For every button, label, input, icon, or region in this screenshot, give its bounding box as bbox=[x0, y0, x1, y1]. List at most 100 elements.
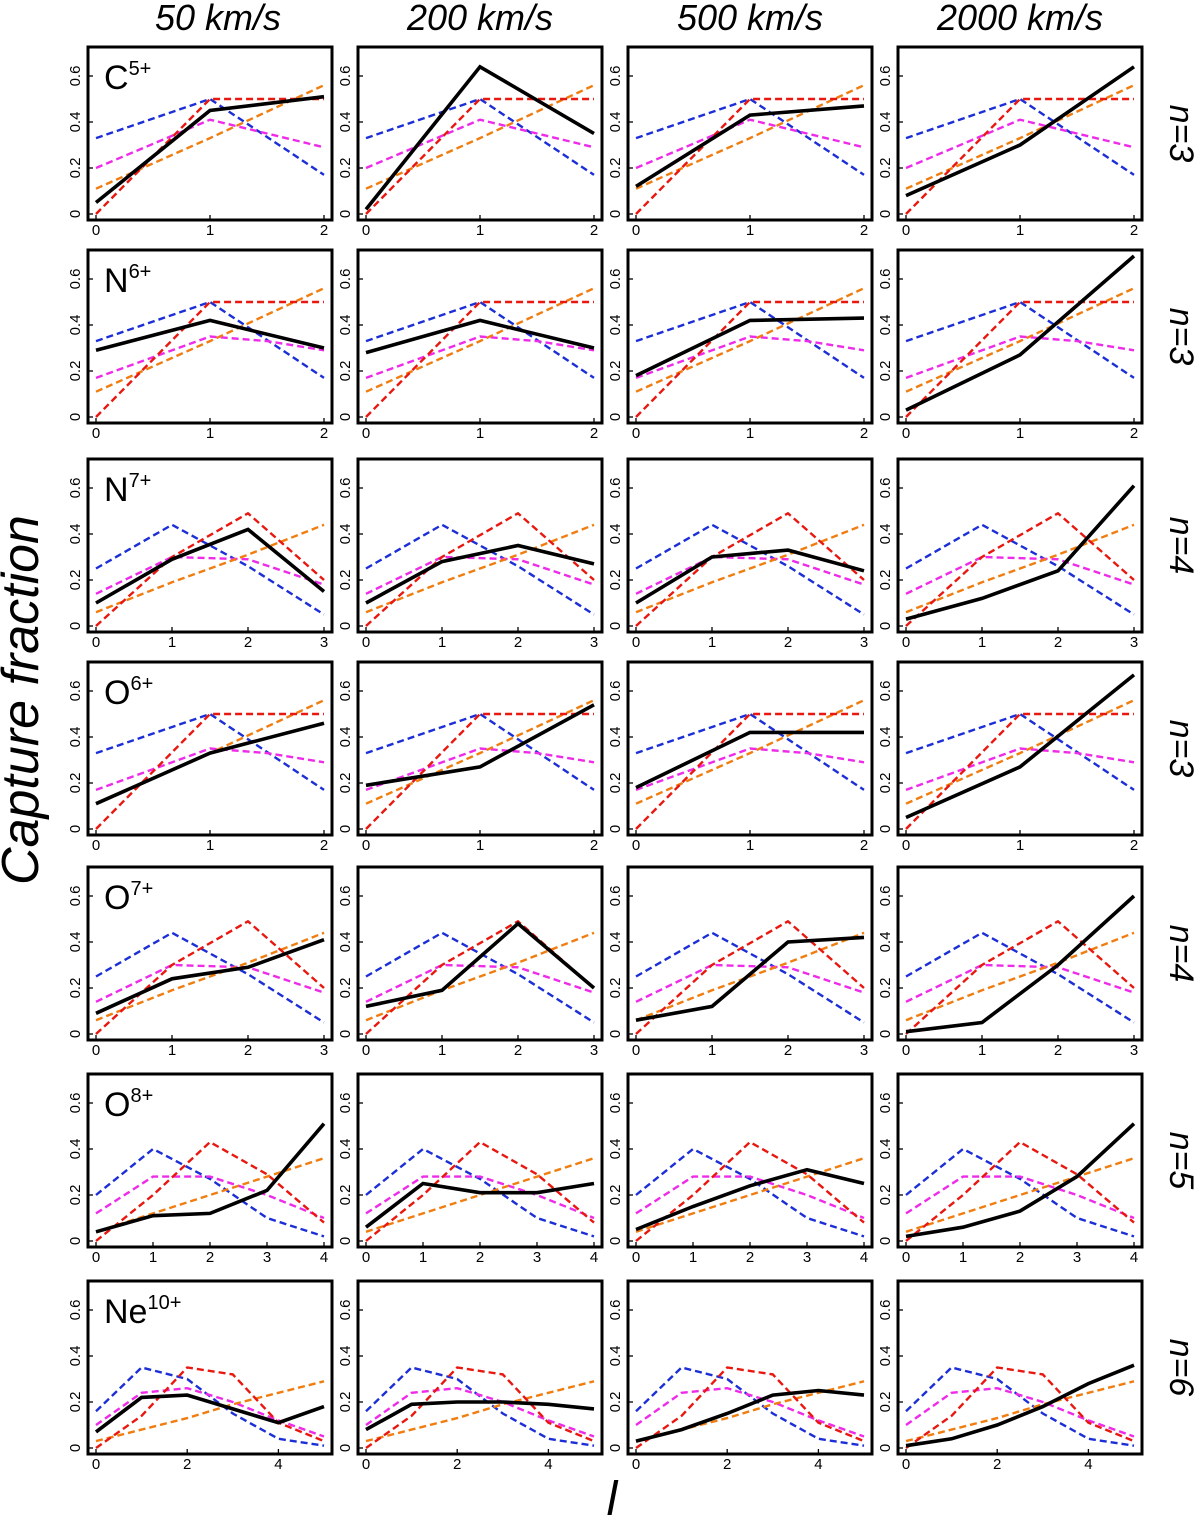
y-tick-label: 0 bbox=[67, 825, 84, 833]
model-line-orange bbox=[635, 1157, 865, 1233]
y-tick-label: 0.6 bbox=[877, 478, 894, 499]
row-n-label: n=3 bbox=[1162, 308, 1200, 366]
y-tick-label: 0 bbox=[67, 1237, 84, 1245]
y-tick-label: 0.2 bbox=[337, 1185, 354, 1206]
x-tick-label: 1 bbox=[746, 837, 754, 854]
simulation-line bbox=[635, 548, 865, 605]
y-tick-label: 0.6 bbox=[337, 1300, 354, 1321]
ion-symbol: N bbox=[104, 262, 129, 300]
model-line-red bbox=[365, 712, 594, 830]
y-tick-label: 0.2 bbox=[337, 773, 354, 794]
panel-n7plus-2000: 0 0.2 0.4 0.6 0 1 2 3 bbox=[877, 457, 1144, 651]
simulation-line bbox=[905, 673, 1136, 820]
model-line-orange bbox=[905, 523, 1135, 614]
x-tick-label: 1 bbox=[978, 634, 986, 651]
y-tick-label: 0.4 bbox=[607, 1346, 624, 1367]
x-tick-label: 1 bbox=[1016, 222, 1024, 239]
x-tick-label: 2 bbox=[183, 1456, 191, 1473]
x-tick-label: 1 bbox=[959, 1249, 967, 1266]
model-line-magenta bbox=[905, 747, 1135, 792]
model-line-orange bbox=[365, 84, 595, 190]
y-tick-label: 0 bbox=[607, 1237, 624, 1245]
x-axis-title: l bbox=[607, 1473, 619, 1526]
y-tick-label: 0 bbox=[877, 1237, 894, 1245]
x-tick-label: 2 bbox=[860, 425, 868, 442]
x-tick-label: 2 bbox=[244, 1042, 252, 1059]
x-tick-label: 1 bbox=[438, 1042, 446, 1059]
y-tick-label: 0.6 bbox=[337, 478, 354, 499]
panel-frame bbox=[626, 457, 874, 634]
y-tick-label: 0.6 bbox=[607, 681, 624, 702]
simulation-line bbox=[95, 1122, 326, 1234]
model-line-red bbox=[635, 712, 864, 830]
model-line-orange bbox=[905, 1380, 1135, 1443]
y-tick-label: 0 bbox=[337, 1444, 354, 1452]
y-tick-label: 0.4 bbox=[67, 1346, 84, 1367]
model-line-orange bbox=[635, 287, 865, 393]
x-tick-label: 2 bbox=[1130, 837, 1138, 854]
y-tick-label: 0.6 bbox=[607, 478, 624, 499]
model-line-magenta bbox=[635, 963, 865, 1003]
y-tick-label: 0 bbox=[337, 413, 354, 421]
y-tick-label: 0.6 bbox=[337, 886, 354, 907]
row-n-label: n=4 bbox=[1162, 517, 1200, 575]
panel-n7plus-50: 0 0.2 0.4 0.6 0 1 2 3 N7+ bbox=[67, 457, 334, 651]
model-line-magenta bbox=[905, 555, 1135, 595]
y-tick-label: 0.4 bbox=[877, 727, 894, 748]
y-tick-label: 0.6 bbox=[67, 886, 84, 907]
panel-o6plus-200: 0 0.2 0.4 0.6 0 1 2 bbox=[337, 660, 604, 854]
model-line-red bbox=[905, 919, 1135, 1035]
model-line-blue bbox=[365, 1147, 595, 1238]
panel-frame bbox=[356, 45, 604, 222]
panel-o8plus-50: 0 0.2 0.4 0.6 0 1 2 3 4 O8+ bbox=[67, 1072, 334, 1266]
panel-n6plus-2000: 0 0.2 0.4 0.6 0 1 2 bbox=[877, 248, 1144, 442]
panel-grid: 00.20.40.60 1 2C5+00.20.40.60 1 200.20.40.60… bbox=[67, 45, 1200, 1473]
model-line-magenta bbox=[95, 555, 325, 595]
y-tick-label: 0.6 bbox=[337, 269, 354, 290]
x-tick-label: 0 bbox=[632, 634, 640, 651]
panel-frame bbox=[356, 1279, 604, 1456]
simulation-line bbox=[364, 64, 595, 211]
x-tick-label: 2 bbox=[784, 634, 792, 651]
y-tick-label: 0.4 bbox=[877, 112, 894, 133]
x-tick-label: 0 bbox=[632, 425, 640, 442]
model-line-orange bbox=[365, 1380, 595, 1443]
y-tick-label: 0 bbox=[67, 210, 84, 218]
x-tick-label: 2 bbox=[746, 1249, 754, 1266]
panel-o7plus-50: 0 0.2 0.4 0.6 0 1 2 3 O7+ bbox=[67, 865, 334, 1059]
x-tick-label: 4 bbox=[860, 1249, 868, 1266]
y-tick-label: 0.4 bbox=[607, 932, 624, 953]
panel-o7plus-200: 0 0.2 0.4 0.6 0 1 2 3 bbox=[337, 865, 604, 1059]
simulation-line bbox=[905, 894, 1136, 1034]
panel-c5plus-500: 0 0.2 0.4 0.6 0 1 2 bbox=[607, 45, 874, 239]
y-tick-label: 0.6 bbox=[607, 269, 624, 290]
simulation-line bbox=[95, 721, 325, 806]
x-tick-label: 1 bbox=[168, 634, 176, 651]
model-line-magenta bbox=[365, 118, 595, 170]
x-tick-label: 2 bbox=[514, 1042, 522, 1059]
y-tick-label: 0.4 bbox=[607, 112, 624, 133]
model-line-red bbox=[95, 97, 324, 215]
y-tick-label: 0 bbox=[337, 1030, 354, 1038]
x-tick-label: 2 bbox=[590, 837, 598, 854]
simulation-line bbox=[635, 104, 865, 188]
model-line-orange bbox=[905, 1157, 1135, 1233]
simulation-line bbox=[905, 1363, 1135, 1448]
y-tick-label: 0.4 bbox=[337, 1139, 354, 1160]
y-tick-label: 0.6 bbox=[337, 1093, 354, 1114]
y-tick-label: 0.6 bbox=[877, 886, 894, 907]
y-tick-label: 0 bbox=[877, 413, 894, 421]
x-tick-label: 1 bbox=[689, 1249, 697, 1266]
x-tick-label: 2 bbox=[1016, 1249, 1024, 1266]
y-tick-label: 0.2 bbox=[607, 361, 624, 382]
model-line-red bbox=[365, 300, 594, 418]
panel-frame bbox=[626, 1072, 874, 1249]
y-tick-label: 0.2 bbox=[607, 1392, 624, 1413]
y-tick-label: 0.2 bbox=[877, 570, 894, 591]
x-tick-label: 0 bbox=[902, 222, 910, 239]
ion-symbol: O bbox=[104, 1086, 130, 1124]
y-tick-label: 0 bbox=[67, 622, 84, 630]
panel-frame bbox=[86, 865, 334, 1042]
panel-frame bbox=[626, 865, 874, 1042]
ion-label: O7+ bbox=[104, 878, 153, 917]
